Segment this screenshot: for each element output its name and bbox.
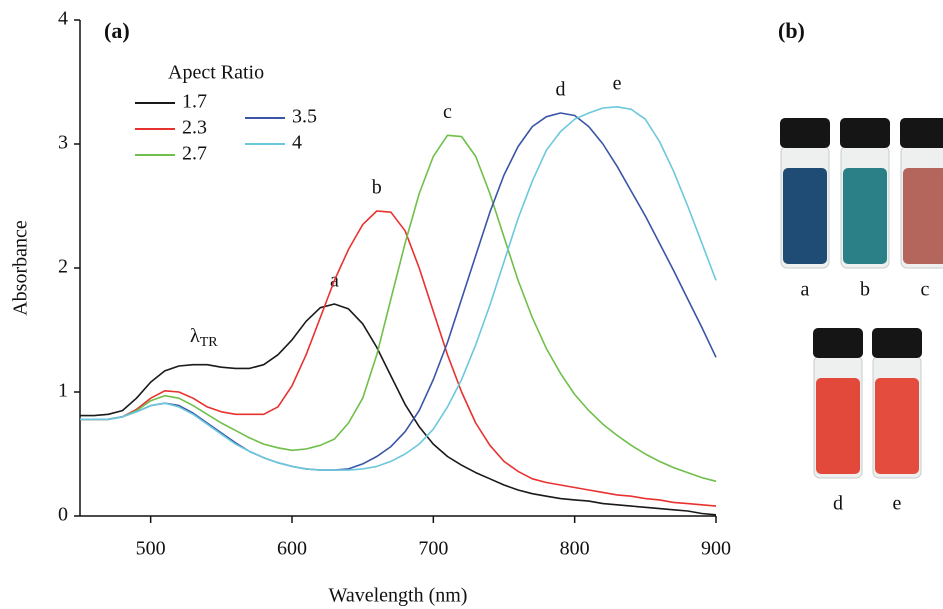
- x-tick-label: 700: [418, 538, 448, 560]
- vial-cap: [840, 118, 890, 148]
- vial-label: d: [833, 493, 843, 515]
- vial-liquid: [783, 168, 827, 264]
- y-tick-label: 1: [58, 380, 68, 402]
- annotation-subscript: TR: [200, 335, 219, 350]
- vial-cap: [813, 328, 863, 358]
- vial-liquid: [816, 378, 860, 474]
- series-line: [80, 210, 717, 507]
- peak-label: b: [372, 177, 382, 199]
- peak-label: d: [556, 79, 566, 101]
- legend-label: 2.7: [182, 143, 207, 165]
- legend-label: 3.5: [292, 106, 317, 128]
- x-tick-label: 600: [277, 538, 307, 560]
- annotation: λTR: [190, 325, 218, 351]
- vial-cap: [900, 118, 943, 148]
- vial-liquid: [875, 378, 919, 474]
- series-line: [80, 303, 717, 516]
- y-tick-label: 4: [58, 8, 68, 30]
- vial: [780, 118, 830, 269]
- vial-label: a: [801, 279, 810, 301]
- x-tick-label: 900: [701, 538, 731, 560]
- vial: [840, 118, 890, 269]
- y-tick-label: 3: [58, 132, 68, 154]
- y-axis-title: Absorbance: [10, 220, 32, 316]
- x-tick-label: 800: [560, 538, 590, 560]
- series-line: [80, 106, 717, 471]
- series-line: [80, 134, 717, 483]
- vial-label: b: [860, 279, 870, 301]
- vial-cap: [872, 328, 922, 358]
- vial-liquid: [903, 168, 943, 264]
- vial-label: c: [921, 279, 930, 301]
- vial-cap: [780, 118, 830, 148]
- y-tick-label: 0: [58, 504, 68, 526]
- panel-label: (a): [104, 18, 130, 43]
- peak-label: e: [613, 72, 622, 94]
- vial: [872, 328, 922, 479]
- panel-label: (b): [778, 18, 805, 43]
- legend-label: 1.7: [182, 91, 207, 113]
- legend-label: 2.3: [182, 117, 207, 139]
- series-line: [80, 112, 717, 471]
- legend-label: 4: [292, 132, 302, 154]
- y-tick-label: 2: [58, 256, 68, 278]
- vial: [813, 328, 863, 479]
- vial: [900, 118, 943, 269]
- vial-liquid: [843, 168, 887, 264]
- legend-title: Apect Ratio: [168, 62, 264, 84]
- vial-label: e: [893, 493, 902, 515]
- peak-label: c: [443, 101, 452, 123]
- x-axis-title: Wavelength (nm): [329, 585, 468, 607]
- x-tick-label: 500: [136, 538, 166, 560]
- annotation-symbol: λ: [190, 325, 200, 347]
